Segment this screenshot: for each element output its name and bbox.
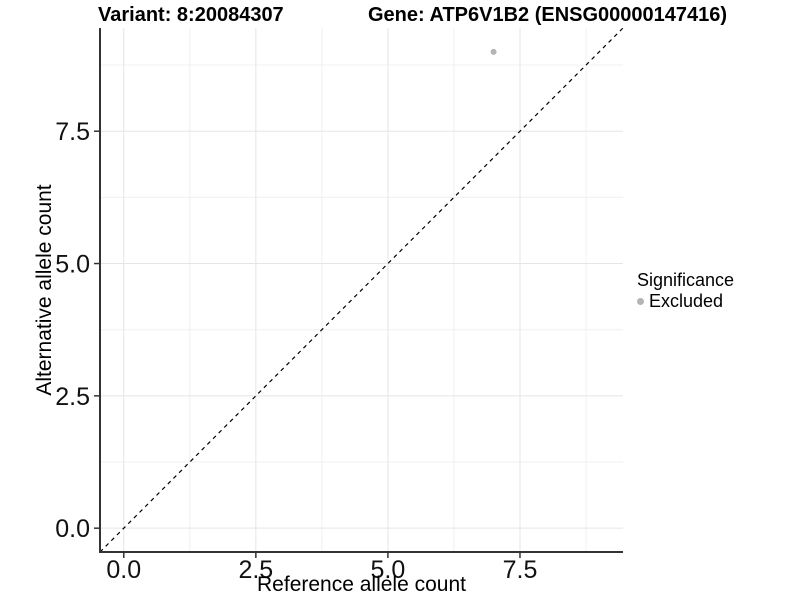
x-tick-label: 2.5 <box>238 556 273 584</box>
legend-item-excluded: Excluded <box>637 291 734 311</box>
y-tick-label: 2.5 <box>55 383 90 411</box>
x-axis-title: Reference allele count <box>257 573 466 596</box>
legend-title: Significance <box>637 270 735 290</box>
x-tick-label: 0.0 <box>106 556 141 584</box>
excluded-point-icon <box>637 297 644 305</box>
x-tick-label: 5.0 <box>371 556 406 584</box>
plot-title-gene: Gene: ATP6V1B2 (ENSG00000147416) <box>368 4 728 26</box>
y-axis-title: Alternative allele count <box>33 184 56 396</box>
data-point-excluded <box>490 48 497 55</box>
y-tick-label: 0.0 <box>55 515 90 543</box>
y-tick-label: 5.0 <box>55 251 90 279</box>
y-tick-label: 7.5 <box>55 118 90 146</box>
plot-title-variant: Variant: 8:20084307 <box>98 4 284 26</box>
x-tick-label: 7.5 <box>503 556 538 584</box>
legend-item-label: Excluded <box>649 291 724 311</box>
legend: Significance Excluded <box>637 270 734 311</box>
identity-dashed-line <box>99 27 624 553</box>
